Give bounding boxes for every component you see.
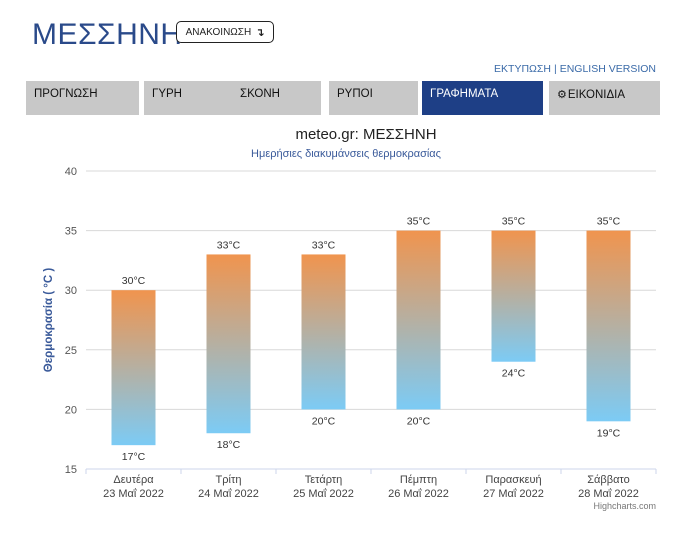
low-temp-label: 24°C (502, 368, 526, 380)
temperature-bar (396, 230, 441, 410)
x-axis-ticks: Δευτέρα 23 Μαΐ 2022 Τρίτη 24 Μαΐ 2022 Τετάρτ… (85, 469, 657, 500)
gridlines (86, 170, 656, 470)
arrow-down-icon: ↴ (255, 26, 265, 39)
temperature-bar (491, 230, 536, 362)
tab-label: ΕΙΚΟΝΙΔΙΑ (567, 89, 626, 101)
announcement-label: ΑΝΑΚΟΙΝΩΣΗ (185, 26, 252, 38)
tab-icons[interactable]: ⚙ΕΙΚΟΝΙΔΙΑ (549, 81, 660, 115)
x-tick-day-label: Τρίτη (216, 474, 242, 486)
x-tick-day-label: Πέμπτη (400, 474, 437, 486)
tab-label: ΠΡΟΓΝΩΣΗ (34, 88, 98, 100)
x-tick-date-label: 25 Μαΐ 2022 (293, 488, 354, 500)
x-tick-date-label: 28 Μαΐ 2022 (578, 488, 639, 500)
temperature-bar (206, 254, 251, 434)
chart-subtitle: Ημερήσιες διακυμάνσεις θερμοκρασίας (251, 148, 441, 160)
temperature-bar (111, 290, 156, 446)
y-tick-label: 30 (65, 285, 77, 297)
x-tick-day-label: Σάββατο (587, 474, 629, 486)
tab-pollen[interactable]: ΓΥΡΗ (144, 81, 240, 115)
y-tick-label: 40 (65, 166, 77, 178)
gear-icon: ⚙ (557, 89, 567, 101)
y-axis-ticks: 15 20 25 30 35 40 (65, 166, 77, 476)
tab-label: ΓΥΡΗ (152, 88, 182, 100)
y-tick-label: 25 (65, 345, 77, 357)
tab-label: ΣΚΟΝΗ (240, 88, 280, 100)
high-temp-label: 35°C (502, 216, 526, 228)
english-version-link[interactable]: ENGLISH VERSION (559, 63, 656, 75)
x-tick-date-label: 26 Μαΐ 2022 (388, 488, 449, 500)
high-temp-label: 33°C (312, 239, 336, 251)
tab-label: ΓΡΑΦΗΜΑΤΑ (430, 88, 499, 100)
x-tick-day-label: Παρασκευή (485, 474, 541, 486)
page-title: ΜΕΣΣΗΝΗ (32, 18, 183, 51)
y-axis-label: Θερμοκρασία ( °C ) (43, 268, 55, 373)
tab-charts[interactable]: ΓΡΑΦΗΜΑΤΑ (422, 81, 543, 115)
print-link[interactable]: ΕΚΤΥΠΩΣΗ (494, 63, 551, 75)
low-temp-label: 17°C (122, 451, 146, 463)
announcement-button[interactable]: ΑΝΑΚΟΙΝΩΣΗ ↴ (176, 21, 274, 43)
low-temp-label: 20°C (312, 415, 336, 427)
x-tick-day-label: Δευτέρα (113, 474, 154, 486)
temperature-bar (586, 230, 631, 422)
highcharts-credit[interactable]: Highcharts.com (593, 501, 656, 511)
high-temp-label: 35°C (597, 216, 621, 228)
low-temp-label: 18°C (217, 439, 241, 451)
tab-pollutants[interactable]: ΡΥΠΟΙ (329, 81, 418, 115)
x-tick-date-label: 23 Μαΐ 2022 (103, 488, 164, 500)
tab-forecast[interactable]: ΠΡΟΓΝΩΣΗ (26, 81, 139, 115)
x-tick-day-label: Τετάρτη (305, 474, 343, 486)
y-tick-label: 35 (65, 226, 77, 238)
low-temp-label: 20°C (407, 415, 431, 427)
temperature-bar (301, 254, 346, 410)
x-tick-date-label: 27 Μαΐ 2022 (483, 488, 544, 500)
y-tick-label: 15 (65, 464, 77, 476)
bars (111, 230, 631, 446)
data-labels: 30°C 17°C 33°C 18°C 33°C 20°C 35°C 20°C 35°C 24°C… (122, 216, 621, 464)
high-temp-label: 35°C (407, 216, 431, 228)
chart-title: meteo.gr: ΜΕΣΣΗΝΗ (295, 126, 436, 143)
tab-label: ΡΥΠΟΙ (337, 88, 373, 100)
high-temp-label: 33°C (217, 239, 241, 251)
high-temp-label: 30°C (122, 275, 146, 287)
x-tick-date-label: 24 Μαΐ 2022 (198, 488, 259, 500)
y-tick-label: 20 (65, 404, 77, 416)
low-temp-label: 19°C (597, 427, 621, 439)
link-separator: | (553, 63, 557, 75)
top-links: ΕΚΤΥΠΩΣΗ | ENGLISH VERSION (494, 63, 656, 75)
tab-dust[interactable]: ΣΚΟΝΗ (232, 81, 321, 115)
